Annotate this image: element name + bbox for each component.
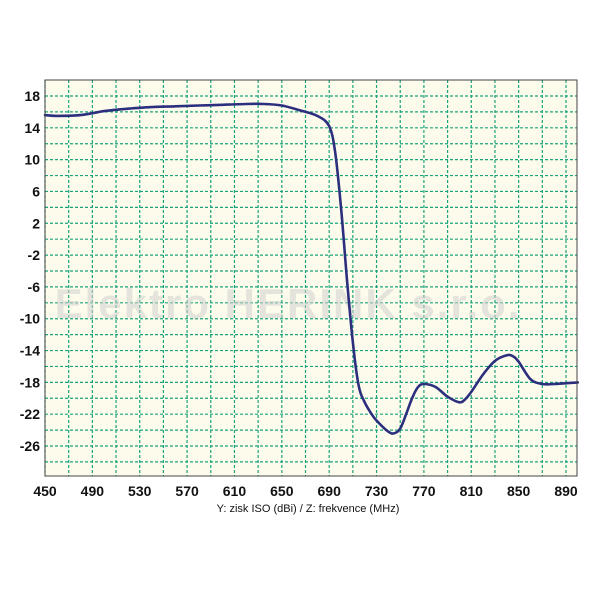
x-tick-label: 570 [175,483,199,499]
y-tick-label: 14 [24,120,40,136]
axis-caption: Y: zisk ISO (dBi) / Z: frekvence (MHz) [217,503,400,515]
x-axis-ticks: 450 490 530 570 610 650 690 730 770 810 850 890 [33,483,578,499]
x-tick-label: 810 [460,483,484,499]
x-tick-label: 530 [128,483,152,499]
y-tick-label: -10 [20,311,40,327]
x-tick-label: 610 [223,483,247,499]
grid [44,80,577,476]
plot-frame [44,79,578,477]
x-tick-label: 650 [270,483,294,499]
x-tick-label: 890 [554,483,578,499]
plot-area [44,79,578,477]
y-tick-label: -18 [20,374,40,390]
x-tick-label: 690 [318,483,342,499]
y-tick-label: -26 [20,438,40,454]
y-axis-ticks: 18 14 10 6 2 -2 -6 -10 -14 -18 -22 -26 [20,88,40,454]
x-tick-label: 770 [412,483,436,499]
y-tick-label: -22 [20,406,40,422]
y-tick-label: 6 [32,183,40,199]
y-tick-label: -14 [20,343,40,359]
x-tick-label: 490 [81,483,105,499]
y-tick-label: -2 [28,247,41,263]
y-tick-label: 10 [24,152,40,168]
x-tick-label: 850 [507,483,531,499]
y-tick-label: 18 [24,88,40,104]
y-tick-label: 2 [32,215,40,231]
series-line [43,102,580,435]
x-tick-label: 450 [33,483,57,499]
y-tick-label: -6 [28,279,41,295]
x-tick-label: 730 [365,483,389,499]
watermark-text: Elektro HERINK s.r.o. [55,280,522,327]
